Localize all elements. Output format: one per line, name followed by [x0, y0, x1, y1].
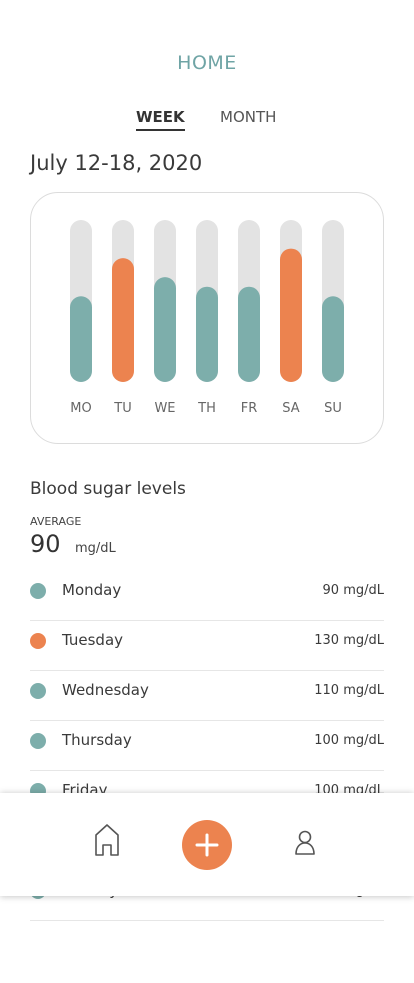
x-tick-label: TH — [197, 401, 216, 416]
day-row[interactable]: Thursday 100 mg/dL — [30, 721, 384, 771]
day-name: Tuesday — [62, 631, 124, 649]
bar — [154, 277, 176, 382]
bar — [70, 296, 92, 382]
day-row[interactable]: Wednesday 110 mg/dL — [30, 671, 384, 721]
x-tick-label: SA — [282, 401, 299, 416]
day-row[interactable]: Monday 90 mg/dL — [30, 571, 384, 621]
bar — [280, 248, 302, 382]
tab[interactable]: WEEK — [136, 108, 185, 131]
chart-card — [30, 192, 384, 444]
x-tick-label: WE — [154, 401, 175, 416]
x-tick-label: MO — [70, 401, 91, 416]
page-title: HOME — [177, 52, 237, 74]
day-value: 110 mg/dL — [314, 683, 384, 698]
bar — [322, 296, 344, 382]
day-name: Thursday — [62, 731, 132, 749]
status-dot — [30, 733, 46, 749]
bar — [196, 286, 218, 382]
date-range: July 12-18, 2020 — [30, 151, 203, 175]
day-row[interactable]: Tuesday 130 mg/dL — [30, 621, 384, 671]
x-tick-label: TU — [113, 401, 131, 416]
bar — [112, 258, 134, 382]
bar — [238, 286, 260, 382]
status-dot — [30, 633, 46, 649]
chart: MO TU WE TH FR SA SU — [70, 220, 344, 416]
average-label: AVERAGE — [30, 515, 82, 528]
nav-icons — [95, 820, 315, 870]
day-name: Monday — [62, 581, 122, 599]
x-tick-label: FR — [241, 401, 258, 416]
profile-button[interactable] — [295, 830, 315, 855]
status-dot — [30, 583, 46, 599]
section-title: Blood sugar levels — [30, 479, 186, 499]
home-button[interactable] — [95, 824, 119, 856]
day-name: Wednesday — [62, 681, 149, 699]
day-value: 130 mg/dL — [314, 633, 384, 648]
x-tick-label: SU — [324, 401, 342, 416]
day-value: 100 mg/dL — [314, 733, 384, 748]
average-value: 90 — [30, 530, 61, 558]
add-button[interactable] — [182, 820, 232, 870]
bottom-nav — [0, 793, 414, 896]
average-unit: mg/dL — [75, 541, 116, 556]
tab[interactable]: MONTH — [220, 108, 277, 126]
status-dot — [30, 683, 46, 699]
day-value: 90 mg/dL — [322, 583, 384, 598]
